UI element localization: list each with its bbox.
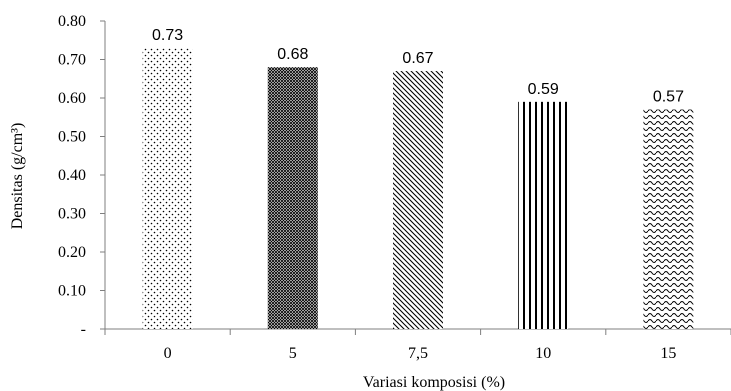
data-label: 0.59 xyxy=(528,81,559,98)
y-tick-label: 0.10 xyxy=(58,283,86,300)
plot-area: - 0.10 0.20 0.30 0.40 0.50 0.60 0.70 0.80 0.73 0 0.… xyxy=(58,13,731,362)
x-tick-label: 5 xyxy=(289,345,297,362)
y-tick-label: 0.30 xyxy=(58,206,86,223)
x-tick-label: 15 xyxy=(660,345,676,362)
y-tick-label: 0.50 xyxy=(58,129,86,146)
data-label: 0.68 xyxy=(277,46,308,63)
bar xyxy=(142,47,193,329)
y-tick-label: - xyxy=(81,321,86,338)
y-tick-label: 0.80 xyxy=(58,13,86,30)
y-tick-label: 0.40 xyxy=(58,167,86,184)
data-label: 0.73 xyxy=(152,27,183,44)
y-tick-label: 0.60 xyxy=(58,90,86,107)
x-tick-label: 7,5 xyxy=(408,345,428,362)
bar xyxy=(267,67,318,329)
x-tick-label: 0 xyxy=(164,345,172,362)
y-axis-title: Densitas (g/cm³) xyxy=(9,123,26,230)
x-axis-title: Variasi komposisi (%) xyxy=(363,374,505,391)
bar xyxy=(518,101,569,329)
y-tick-label: 0.70 xyxy=(58,52,86,69)
y-tick-label: 0.20 xyxy=(58,244,86,261)
bar xyxy=(643,109,694,329)
data-label: 0.67 xyxy=(402,50,433,67)
bar xyxy=(393,71,443,330)
x-tick-label: 10 xyxy=(535,345,551,362)
data-label: 0.57 xyxy=(653,89,684,106)
